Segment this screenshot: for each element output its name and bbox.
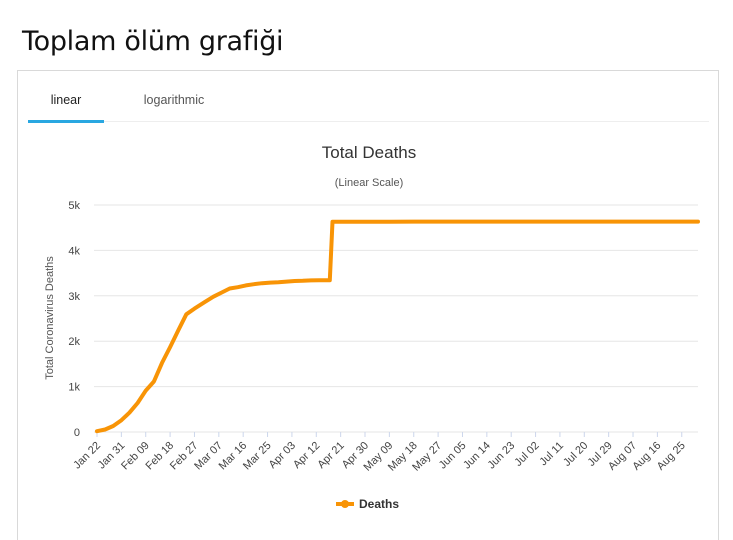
x-tick-label: Apr 21 (315, 440, 346, 471)
y-axis-ticks: 0 1k 2k 3k 4k 5k (68, 200, 80, 439)
tab-linear[interactable]: linear (28, 71, 104, 123)
y-tick-label: 4k (68, 245, 80, 257)
series-line-deaths (95, 219, 700, 434)
y-tick-label: 1k (68, 382, 80, 394)
y-tick-label: 0 (74, 427, 80, 439)
y-tick-label: 5k (68, 200, 80, 212)
tab-logarithmic[interactable]: logarithmic (143, 93, 205, 107)
x-tick-label: Jul 02 (512, 440, 541, 469)
scale-tabs: linear logarithmic (28, 71, 709, 123)
chart: Total Deaths (Linear Scale) Total Corona… (44, 143, 700, 511)
chart-card: linear logarithmic (17, 70, 719, 540)
y-axis-label: Total Coronavirus Deaths (44, 256, 56, 380)
legend[interactable]: Deaths (336, 497, 399, 511)
chart-title: Total Deaths (322, 143, 417, 162)
legend-label-deaths[interactable]: Deaths (359, 497, 399, 511)
x-tick-label: Jul 11 (537, 440, 566, 469)
legend-marker (341, 500, 349, 508)
series-layer (95, 219, 700, 434)
x-tick-label: Apr 03 (267, 440, 298, 471)
y-tick-label: 3k (68, 291, 80, 303)
page-title: Toplam ölüm grafiği (22, 26, 284, 57)
x-tick-label: Jul 20 (561, 440, 590, 469)
chart-subtitle: (Linear Scale) (335, 177, 403, 189)
x-tick-label: Jun 23 (485, 440, 517, 472)
y-tick-label: 2k (68, 336, 80, 348)
x-tick-label: Mar 25 (241, 440, 274, 473)
x-tick-label: Apr 12 (291, 440, 322, 471)
